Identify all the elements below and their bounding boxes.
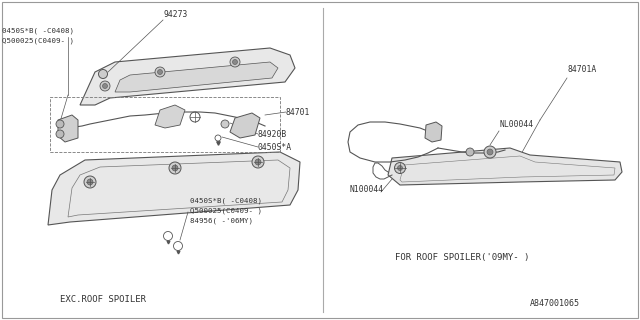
Text: 0450S*B( -C0408): 0450S*B( -C0408)	[190, 197, 262, 204]
Text: Q500025(C0409- ): Q500025(C0409- )	[190, 207, 262, 213]
Polygon shape	[58, 115, 78, 142]
Text: 84920B: 84920B	[258, 130, 287, 139]
Circle shape	[84, 176, 96, 188]
Circle shape	[56, 130, 64, 138]
Circle shape	[99, 69, 108, 78]
Polygon shape	[80, 48, 295, 105]
Circle shape	[172, 165, 178, 171]
Text: FOR ROOF SPOILER('09MY- ): FOR ROOF SPOILER('09MY- )	[395, 253, 529, 262]
Text: Q500025(C0409- ): Q500025(C0409- )	[2, 37, 74, 44]
Text: 84956( -'06MY): 84956( -'06MY)	[190, 217, 253, 223]
Text: N100044: N100044	[350, 185, 384, 194]
Circle shape	[157, 69, 163, 75]
Circle shape	[232, 60, 237, 65]
Circle shape	[56, 120, 64, 128]
Circle shape	[87, 179, 93, 185]
Polygon shape	[425, 122, 442, 142]
Circle shape	[397, 165, 403, 171]
Text: 0450S*B( -C0408): 0450S*B( -C0408)	[2, 27, 74, 34]
Polygon shape	[388, 148, 622, 185]
Polygon shape	[48, 152, 300, 225]
Text: 84701: 84701	[286, 108, 310, 117]
Text: 0450S*A: 0450S*A	[258, 143, 292, 152]
Polygon shape	[155, 105, 185, 128]
Text: A847001065: A847001065	[530, 299, 580, 308]
Polygon shape	[230, 113, 260, 138]
Circle shape	[102, 84, 108, 89]
Text: 94273: 94273	[163, 10, 188, 19]
Text: 84701A: 84701A	[567, 65, 596, 74]
Text: NL00044: NL00044	[500, 120, 534, 129]
Circle shape	[255, 159, 261, 165]
Circle shape	[155, 67, 165, 77]
Circle shape	[394, 163, 406, 173]
Bar	[50, 97, 280, 152]
Circle shape	[169, 162, 181, 174]
Text: EXC.ROOF SPOILER: EXC.ROOF SPOILER	[60, 295, 146, 304]
Circle shape	[487, 149, 493, 155]
Circle shape	[484, 146, 496, 158]
Circle shape	[252, 156, 264, 168]
Circle shape	[230, 57, 240, 67]
Polygon shape	[115, 62, 278, 92]
Circle shape	[100, 81, 110, 91]
Circle shape	[221, 120, 229, 128]
Circle shape	[466, 148, 474, 156]
